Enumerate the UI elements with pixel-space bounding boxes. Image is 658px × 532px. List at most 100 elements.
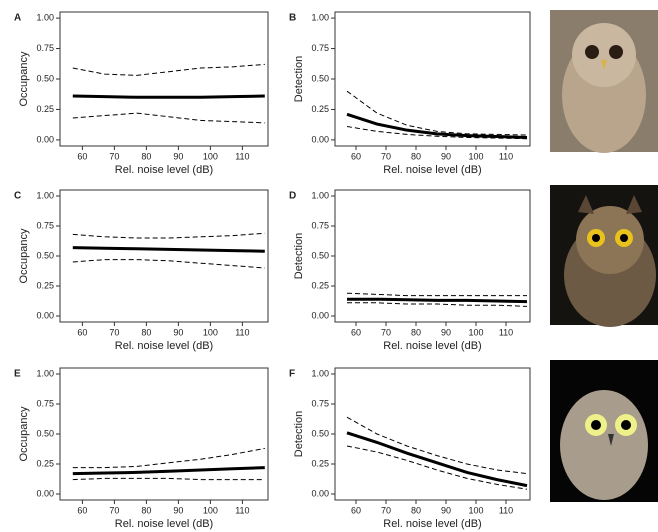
panel-label: B — [289, 13, 296, 24]
estimate-line — [347, 297, 528, 304]
y-tick-label: 0.75 — [36, 398, 54, 408]
x-tick-label: 70 — [109, 505, 119, 515]
y-tick-label: 0.75 — [36, 220, 54, 230]
x-tick-label: 80 — [141, 327, 151, 337]
y-tick-label: 0.25 — [311, 104, 329, 114]
x-axis-label: Rel. noise level (dB) — [115, 518, 213, 530]
ci-line — [346, 445, 528, 490]
x-tick-label: 80 — [411, 505, 421, 515]
y-tick-label: 1.00 — [36, 190, 54, 200]
y-tick-label: 1.00 — [36, 368, 54, 378]
x-tick-label: 70 — [109, 151, 119, 161]
y-tick-label: 1.00 — [36, 12, 54, 22]
y-tick-label: 0.50 — [36, 250, 54, 260]
x-tick-label: 60 — [351, 151, 361, 161]
ci-line — [72, 477, 265, 481]
x-tick-label: 110 — [235, 151, 249, 161]
x-tick-label: 100 — [203, 151, 218, 161]
x-tick-label: 90 — [173, 151, 183, 161]
x-tick-label: 90 — [441, 505, 451, 515]
x-tick-label: 80 — [411, 327, 421, 337]
y-tick-label: 0.75 — [36, 43, 54, 53]
plot-frame — [59, 189, 269, 323]
x-axis-label: Rel. noise level (dB) — [383, 340, 481, 352]
y-tick-label: 0.50 — [36, 428, 54, 438]
plot-frame — [59, 367, 269, 501]
estimate-line — [72, 94, 265, 99]
y-tick-label: 0.25 — [36, 280, 54, 290]
estimate-line — [346, 431, 528, 488]
y-tick-label: 0.50 — [311, 73, 329, 83]
y-axis-label: Detection — [293, 56, 305, 102]
x-tick-label: 110 — [235, 327, 249, 337]
x-tick-label: 70 — [109, 327, 119, 337]
y-tick-label: 0.25 — [311, 280, 329, 290]
x-tick-label: 90 — [173, 327, 183, 337]
ci-line — [72, 63, 265, 76]
x-tick-label: 110 — [499, 327, 513, 337]
x-tick-label: 90 — [441, 327, 451, 337]
y-tick-label: 0.00 — [311, 310, 329, 320]
chart-panel: 0.00 0.25 0.50 0.75 1.00 60 70 80 90 100 110 Rel. n… — [14, 189, 269, 352]
x-tick-label: 110 — [499, 505, 513, 515]
x-tick-label: 70 — [381, 151, 391, 161]
y-axis-label: Detection — [293, 233, 305, 279]
y-tick-label: 0.25 — [311, 458, 329, 468]
ci-line — [72, 447, 265, 469]
ci-line — [347, 302, 528, 307]
chart-panel: 0.00 0.25 0.50 0.75 1.00 60 70 80 90 100 110 Rel. n… — [289, 189, 531, 352]
estimate-line — [346, 112, 528, 139]
y-tick-label: 0.00 — [311, 134, 329, 144]
x-axis-label: Rel. noise level (dB) — [115, 164, 213, 176]
x-tick-label: 80 — [141, 151, 151, 161]
y-axis-label: Occupancy — [18, 228, 30, 284]
owl-photo — [550, 10, 658, 153]
chart-panel: 0.00 0.25 0.50 0.75 1.00 60 70 80 90 100 110 Rel. n… — [14, 11, 269, 176]
plot-frame — [334, 11, 531, 147]
x-tick-label: 60 — [351, 327, 361, 337]
x-tick-label: 60 — [77, 505, 87, 515]
x-tick-label: 100 — [203, 327, 218, 337]
x-tick-label: 80 — [411, 151, 421, 161]
panel-label: D — [289, 191, 296, 202]
ci-line — [72, 259, 265, 269]
panel-label: F — [289, 369, 295, 380]
x-axis-label: Rel. noise level (dB) — [115, 340, 213, 352]
y-tick-label: 1.00 — [311, 12, 329, 22]
y-axis-label: Occupancy — [18, 51, 30, 107]
owl-photo — [550, 185, 658, 327]
y-tick-label: 0.00 — [36, 134, 54, 144]
y-tick-label: 0.75 — [311, 43, 329, 53]
owl-photo — [550, 360, 658, 502]
x-tick-label: 100 — [203, 505, 218, 515]
y-tick-label: 0.00 — [311, 488, 329, 498]
x-tick-label: 110 — [235, 505, 249, 515]
x-tick-label: 110 — [499, 151, 513, 161]
x-tick-label: 100 — [468, 505, 483, 515]
estimate-line — [72, 246, 265, 253]
chart-panel: 0.00 0.25 0.50 0.75 1.00 60 70 80 90 100 110 Rel. n… — [14, 367, 269, 530]
estimate-line — [72, 466, 265, 476]
y-tick-label: 0.25 — [36, 104, 54, 114]
y-tick-label: 1.00 — [311, 190, 329, 200]
ci-line — [72, 112, 265, 124]
x-tick-label: 60 — [351, 505, 361, 515]
panel-label: A — [14, 13, 21, 24]
y-tick-label: 0.50 — [36, 73, 54, 83]
x-tick-label: 100 — [468, 151, 483, 161]
x-tick-label: 80 — [141, 505, 151, 515]
x-tick-label: 60 — [77, 151, 87, 161]
y-axis-label: Occupancy — [18, 406, 30, 462]
y-tick-label: 0.00 — [36, 488, 54, 498]
ci-line — [346, 416, 528, 475]
plot-frame — [59, 11, 269, 147]
y-tick-label: 0.25 — [36, 458, 54, 468]
ci-line — [346, 126, 528, 140]
y-tick-label: 0.50 — [311, 250, 329, 260]
y-tick-label: 0.50 — [311, 428, 329, 438]
ci-line — [346, 90, 528, 136]
ci-line — [346, 292, 527, 297]
x-axis-label: Rel. noise level (dB) — [383, 164, 481, 176]
x-tick-label: 100 — [468, 327, 483, 337]
